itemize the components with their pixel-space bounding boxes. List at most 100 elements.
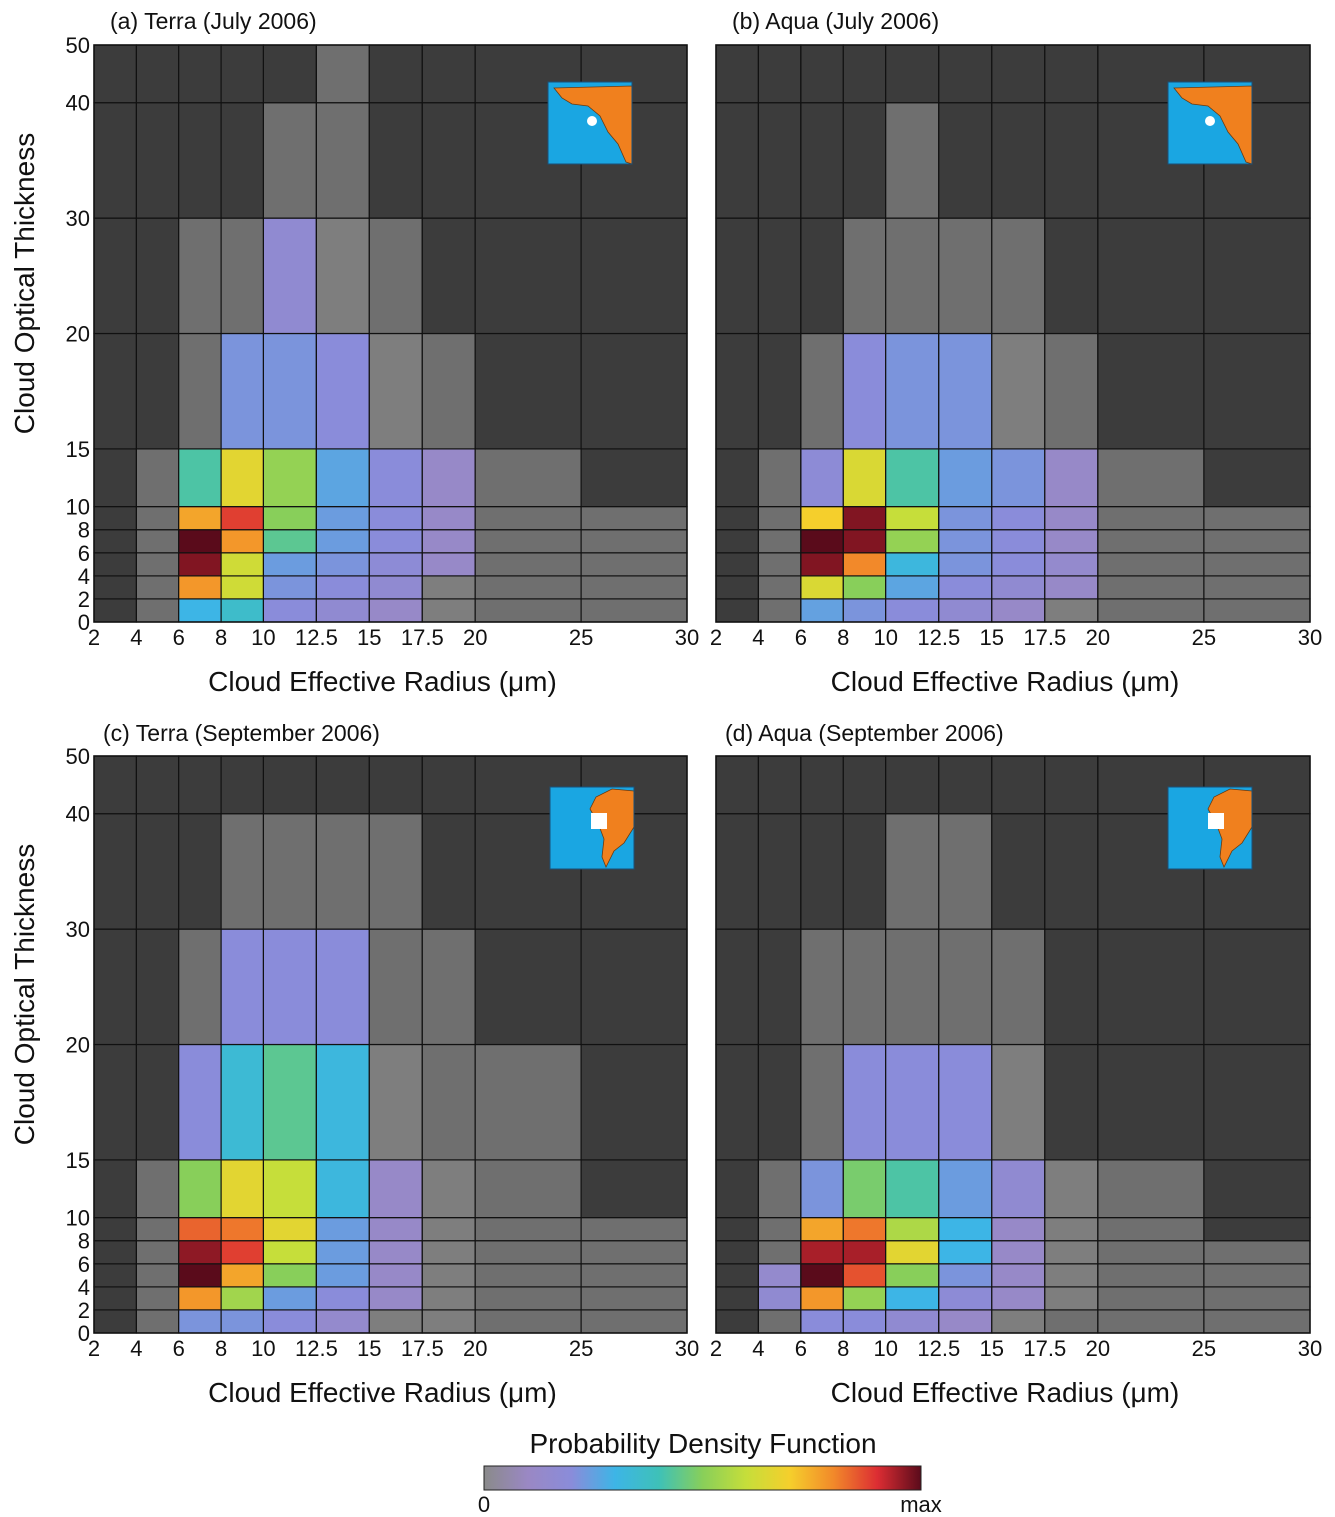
heatmap-cell bbox=[885, 448, 940, 508]
heatmap-cell bbox=[368, 598, 423, 623]
x-tick-label: 6 bbox=[173, 1336, 185, 1361]
heatmap-cell bbox=[315, 332, 370, 450]
heatmap-cell bbox=[1044, 598, 1099, 623]
heatmap-cell bbox=[421, 1309, 476, 1334]
heatmap-cell bbox=[474, 1043, 582, 1161]
heatmap-cell bbox=[135, 552, 180, 577]
heatmap-cell bbox=[757, 1159, 802, 1219]
y-axis-label: Cloud Optical Thickness bbox=[9, 844, 40, 1145]
heatmap-cell bbox=[715, 44, 760, 104]
x-tick-label: 20 bbox=[463, 625, 487, 650]
heatmap-cell bbox=[178, 1286, 222, 1311]
heatmap-cell bbox=[715, 1216, 760, 1242]
panel-b: (b) Aqua (July 2006) 2 4 6 8 10 12.5 15 17.5 20 25… bbox=[710, 8, 1322, 697]
heatmap-cell bbox=[1097, 1043, 1205, 1161]
heatmap-cell bbox=[938, 1216, 993, 1242]
location-marker-icon bbox=[587, 116, 597, 126]
heatmap-cell bbox=[1203, 598, 1311, 623]
heatmap-cell bbox=[178, 928, 222, 1046]
heatmap-cell bbox=[474, 217, 582, 335]
heatmap-cell bbox=[580, 529, 688, 554]
heatmap-cell bbox=[580, 1263, 688, 1288]
heatmap-cell bbox=[315, 1286, 370, 1311]
x-tick-label: 2 bbox=[88, 1336, 100, 1361]
heatmap-cell bbox=[885, 102, 940, 219]
heatmap-cell bbox=[262, 598, 317, 623]
heatmap-cell bbox=[220, 529, 265, 554]
heatmap-cell bbox=[135, 102, 180, 219]
plot-frame bbox=[715, 755, 1311, 1334]
heatmap-cell bbox=[178, 755, 222, 815]
heatmap-cell bbox=[421, 448, 476, 508]
heatmap-cell bbox=[421, 1263, 476, 1288]
heatmap-cell bbox=[368, 44, 423, 104]
heatmap-cell bbox=[715, 598, 760, 623]
heatmap-cell bbox=[1203, 1043, 1311, 1161]
heatmap-cell bbox=[93, 1240, 138, 1265]
y-tick-label: 2 bbox=[78, 587, 90, 612]
heatmap-cell bbox=[262, 1286, 317, 1311]
heatmap-cell bbox=[421, 102, 476, 219]
heatmap-cell bbox=[1044, 1309, 1099, 1334]
location-marker-icon bbox=[1208, 813, 1224, 829]
x-tick-label: 15 bbox=[357, 625, 381, 650]
heatmap-cell bbox=[715, 332, 760, 450]
location-marker-icon bbox=[591, 813, 607, 829]
heatmap-cell bbox=[757, 575, 802, 600]
heatmap-cell bbox=[885, 506, 940, 531]
heatmap-cell bbox=[315, 755, 370, 815]
colorbar: Probability Density Function 0 max bbox=[478, 1428, 942, 1517]
heatmap-cell bbox=[93, 448, 138, 508]
heatmap-cell bbox=[315, 813, 370, 930]
heatmap-cell bbox=[135, 1159, 180, 1219]
x-tick-label: 25 bbox=[569, 1336, 593, 1361]
heatmap-cell bbox=[885, 1159, 940, 1219]
heatmap-cell bbox=[1044, 506, 1099, 531]
heatmap-cell bbox=[315, 102, 370, 219]
heatmap-cell bbox=[421, 1286, 476, 1311]
heatmap-cell bbox=[800, 332, 844, 450]
heatmap-cell bbox=[800, 1309, 844, 1334]
heatmap-cell bbox=[1203, 1240, 1311, 1265]
heatmap-cell bbox=[842, 755, 887, 815]
heatmap-cell bbox=[262, 448, 317, 508]
x-tick-label: 4 bbox=[752, 1336, 764, 1361]
heatmap-cell bbox=[178, 506, 222, 531]
heatmap-cell bbox=[842, 1240, 887, 1265]
heatmap-cell bbox=[220, 217, 265, 335]
heatmap-cell bbox=[938, 552, 993, 577]
heatmap-cell bbox=[842, 102, 887, 219]
colorbar-gradient bbox=[483, 1465, 922, 1491]
x-tick-label: 8 bbox=[215, 1336, 227, 1361]
heatmap-cell bbox=[800, 448, 844, 508]
heatmap-cell bbox=[715, 1240, 760, 1265]
heatmap-cell bbox=[178, 552, 222, 577]
heatmap-cell bbox=[991, 506, 1046, 531]
x-tick-label: 2 bbox=[88, 625, 100, 650]
heatmap-cell bbox=[580, 332, 688, 450]
heatmap-cell bbox=[842, 1263, 887, 1288]
heatmap-cell bbox=[474, 506, 582, 531]
heatmap-cell bbox=[938, 575, 993, 600]
heatmap-cell bbox=[421, 1159, 476, 1219]
panel-title: (b) Aqua (July 2006) bbox=[732, 8, 939, 34]
heatmap-cell bbox=[885, 44, 940, 104]
heatmap-cell bbox=[1097, 598, 1205, 623]
heatmap-cell bbox=[800, 1159, 844, 1219]
heatmap-cell bbox=[991, 1263, 1046, 1288]
heatmap-cell bbox=[1203, 575, 1311, 600]
heatmap-cell bbox=[1044, 448, 1099, 508]
plot-frame bbox=[715, 44, 1311, 623]
heatmap-cell bbox=[368, 1309, 423, 1334]
heatmap-cell bbox=[885, 575, 940, 600]
heatmap-cell bbox=[368, 1043, 423, 1161]
heatmap-cell bbox=[885, 928, 940, 1046]
heatmap-cell bbox=[262, 1216, 317, 1242]
x-tick-label: 30 bbox=[675, 625, 699, 650]
heatmap-cell bbox=[580, 506, 688, 531]
heatmap-cell bbox=[93, 217, 138, 335]
heatmap-cell bbox=[885, 529, 940, 554]
heatmap-cell bbox=[938, 813, 993, 930]
heatmap-cell bbox=[368, 552, 423, 577]
